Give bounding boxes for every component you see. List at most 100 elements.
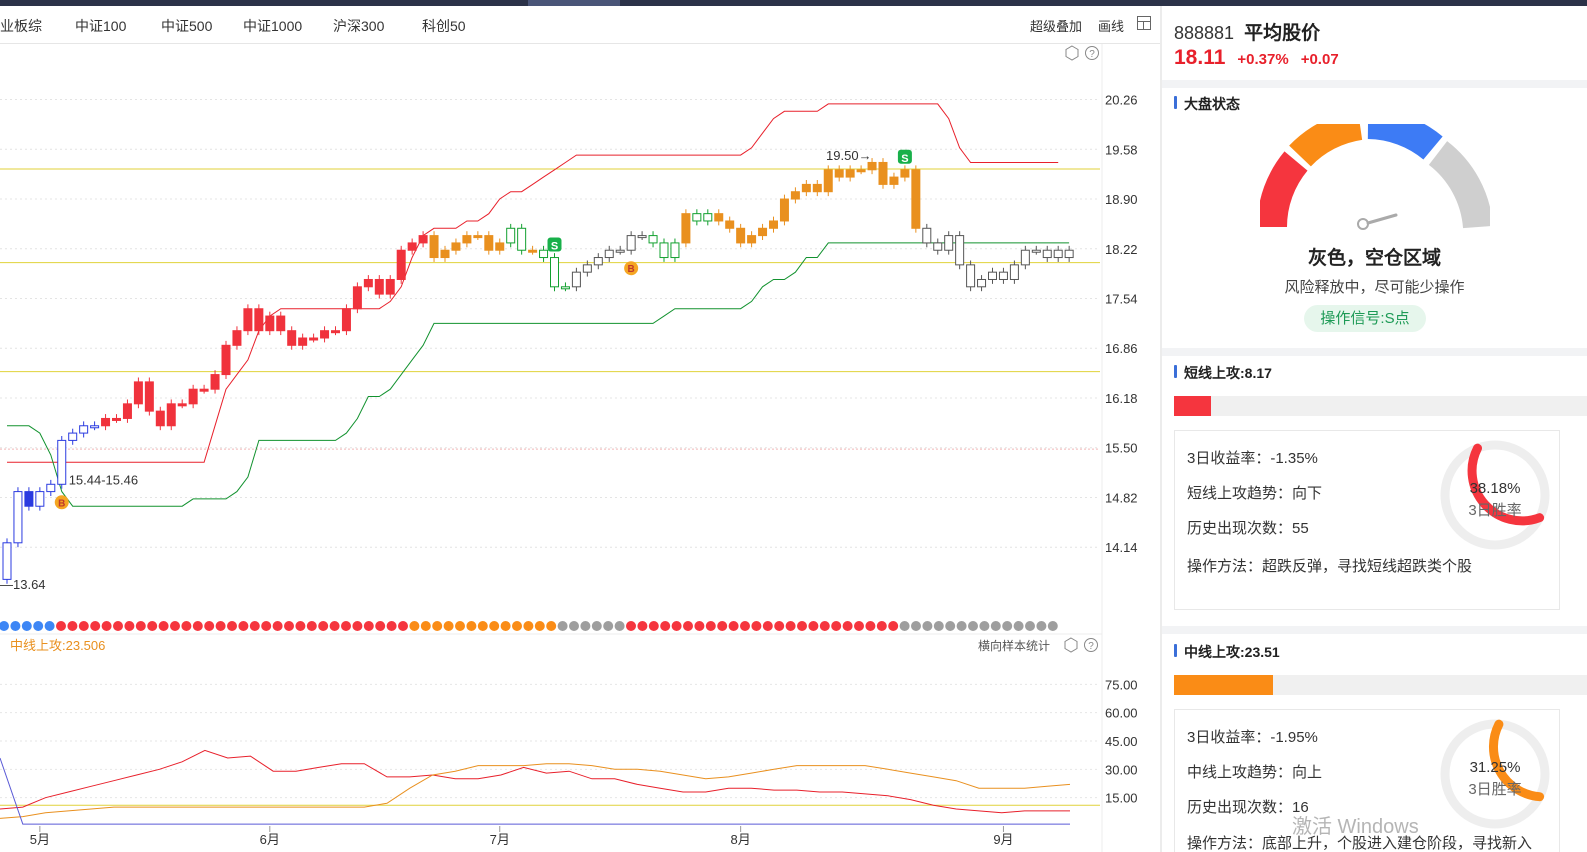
- kline-chart-area[interactable]: 20.26 19.58 18.90 18.22 17.54 16.86 16.18 15.50…: [0, 44, 1160, 852]
- state-dot: [854, 621, 864, 631]
- state-dot: [705, 621, 716, 631]
- candle-body: [46, 483, 56, 493]
- sub-orange-line: [0, 763, 1071, 819]
- candle-body: [517, 227, 527, 251]
- tab-index-0[interactable]: 业板综: [0, 18, 42, 34]
- active-window-tab[interactable]: [528, 0, 620, 6]
- state-dot: [295, 621, 306, 631]
- low-annotation: —13.64: [0, 577, 46, 592]
- state-dot: [797, 621, 807, 631]
- y-tick-label: 20.26: [1105, 93, 1138, 108]
- candle-body: [24, 491, 34, 507]
- tab-index-2[interactable]: 中证500: [161, 18, 213, 34]
- state-dot: [569, 621, 579, 631]
- state-dot: [398, 621, 408, 631]
- state-dot: [728, 621, 739, 631]
- candle-body: [593, 257, 603, 266]
- short-trend: 短线上攻趋势：向下: [1187, 485, 1323, 502]
- state-dot: [842, 621, 853, 631]
- candle-body: [101, 417, 111, 427]
- candle-body: [473, 235, 483, 239]
- state-dot: [78, 621, 89, 631]
- state-dot: [774, 621, 785, 631]
- stock-code: 888881: [1174, 23, 1235, 43]
- state-dot: [0, 621, 9, 631]
- candle-body: [13, 491, 23, 544]
- layout-grid-icon[interactable]: [1137, 16, 1151, 30]
- ring-progress: [1467, 443, 1545, 526]
- hex-gear-icon: [1065, 45, 1079, 61]
- state-dot: [751, 621, 762, 631]
- super-overlay-button[interactable]: 超级叠加: [1030, 19, 1083, 34]
- x-tick-label: 7月: [490, 832, 510, 847]
- candle-body: [287, 330, 297, 346]
- short-line-bar-fill: [1174, 396, 1212, 416]
- candle-body: [725, 220, 735, 229]
- sell-signal-text: S: [551, 241, 558, 253]
- state-dot: [637, 621, 648, 631]
- state-dot: [580, 621, 591, 631]
- candle-body: [659, 242, 669, 259]
- x-tick-label: 6月: [260, 832, 280, 847]
- candle-body: [626, 235, 636, 251]
- state-dot: [238, 621, 249, 631]
- state-dot: [626, 621, 636, 631]
- sell-signal-icon: [547, 237, 562, 252]
- candle-body: [977, 278, 987, 288]
- short-return-3d: 3日收益率：-1.35%: [1187, 450, 1318, 467]
- operation-signal-badge: 操作信号:S点: [1304, 305, 1426, 332]
- chart-svg[interactable]: 20.26 19.58 18.90 18.22 17.54 16.86 16.18 15.50…: [0, 44, 1160, 852]
- mid-line-card: 3日收益率：-1.95% 中线上攻趋势：向上 历史出现次数：16 操作方法：底部…: [1174, 709, 1560, 852]
- gauge-seg-gray: [1428, 141, 1490, 229]
- state-dot: [591, 621, 602, 631]
- tab-index-4[interactable]: 沪深300: [333, 18, 385, 34]
- panel-separator: [1160, 6, 1162, 852]
- tab-index-3[interactable]: 中证1000: [243, 18, 303, 34]
- state-dot: [204, 621, 215, 631]
- section-divider: [1162, 626, 1587, 634]
- state-dot: [44, 621, 55, 631]
- state-dot: [272, 621, 283, 631]
- state-dot: [375, 621, 386, 631]
- candle-body: [341, 308, 351, 332]
- candle-body: [199, 388, 209, 392]
- state-dot: [808, 621, 819, 631]
- y-tick-label: 18.22: [1105, 242, 1138, 257]
- sell-signal-text: S: [901, 153, 908, 165]
- lower-band-line: [7, 242, 1070, 507]
- state-dot: [523, 621, 534, 631]
- gauge-seg-orange: [1289, 124, 1363, 167]
- candle-body: [495, 242, 505, 251]
- window-top-bar: [0, 0, 1587, 6]
- horizontal-sample-stat-button: 横向样本统计: [978, 638, 1050, 653]
- state-dot: [968, 621, 978, 631]
- candle-body: [944, 235, 954, 251]
- mid-line-bar: [1174, 675, 1587, 695]
- candle-body: [254, 308, 264, 332]
- candle-body: [331, 330, 340, 334]
- short-line-title: 短线上攻:8.17: [1174, 363, 1272, 383]
- state-dot: [113, 621, 123, 631]
- tab-index-5[interactable]: 科创50: [422, 18, 466, 34]
- candle-body: [221, 344, 231, 376]
- candle-body: [988, 271, 997, 280]
- sell-signal-icon: [897, 149, 912, 164]
- state-dot: [1036, 621, 1047, 631]
- short-line-card: 3日收益率：-1.35% 短线上攻趋势：向下 历史出现次数：55 操作方法：超跌…: [1174, 430, 1560, 610]
- candle-body: [57, 439, 67, 485]
- candle-body: [670, 242, 680, 259]
- stock-name: 平均股价: [1244, 23, 1321, 44]
- candle-body: [637, 235, 647, 239]
- candle-body: [911, 169, 921, 229]
- candle-body: [112, 417, 121, 421]
- state-dot: [455, 621, 465, 631]
- mid-winrate-value: 31.25%: [1470, 759, 1521, 776]
- range-annotation: 15.44-15.46: [69, 473, 138, 488]
- candle-body: [374, 278, 384, 295]
- tab-index-1[interactable]: 中证100: [75, 18, 127, 34]
- draw-line-button[interactable]: 画线: [1098, 19, 1125, 34]
- buy-signal-icon: [624, 261, 639, 276]
- mid-line-bar-fill: [1174, 675, 1274, 695]
- state-dot: [420, 621, 431, 631]
- state-dot: [648, 621, 659, 631]
